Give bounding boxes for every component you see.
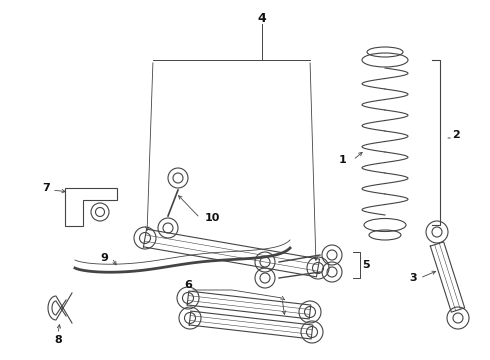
Text: 4: 4 [258, 12, 267, 24]
Text: 10: 10 [204, 213, 220, 223]
Text: 9: 9 [100, 253, 108, 263]
Text: 5: 5 [362, 260, 370, 270]
Text: 1: 1 [339, 155, 347, 165]
Text: 6: 6 [184, 280, 192, 290]
Text: 7: 7 [42, 183, 50, 193]
Text: 8: 8 [54, 335, 62, 345]
Text: 3: 3 [409, 273, 417, 283]
Text: 2: 2 [452, 130, 460, 140]
